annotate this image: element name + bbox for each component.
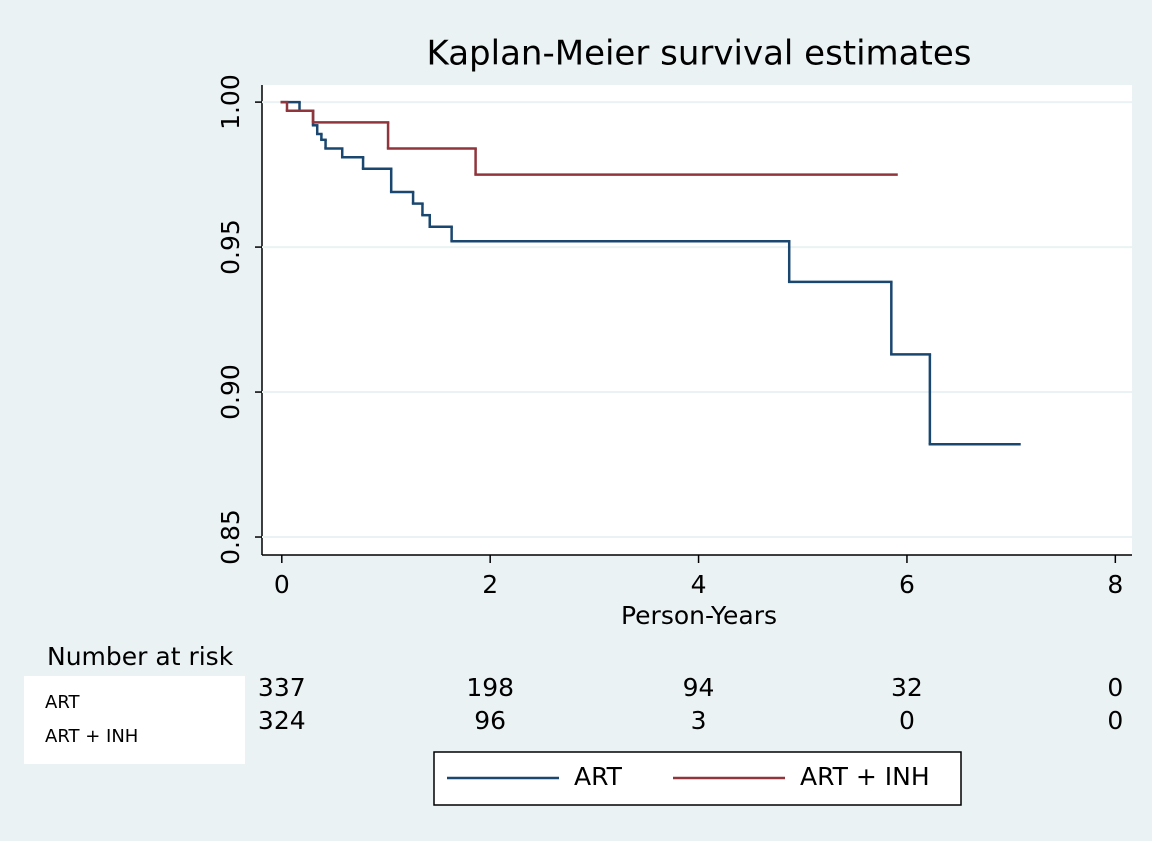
- y-tick-label: 1.00: [216, 74, 245, 130]
- risk-row-label: ART: [45, 692, 81, 713]
- x-axis-title: Person-Years: [621, 601, 777, 630]
- plot-area: [262, 85, 1132, 555]
- chart-title: Kaplan-Meier survival estimates: [427, 34, 972, 74]
- risk-table-labels-box: [24, 676, 245, 764]
- risk-count: 0: [1107, 706, 1123, 735]
- legend-label: ART + INH: [800, 762, 930, 791]
- x-tick-label: 4: [691, 570, 707, 599]
- risk-count: 198: [466, 673, 514, 702]
- risk-row-label: ART + INH: [45, 726, 138, 747]
- risk-count: 3: [691, 706, 707, 735]
- legend-label: ART: [574, 762, 623, 791]
- x-tick-label: 0: [274, 570, 290, 599]
- risk-count: 0: [1107, 673, 1123, 702]
- risk-count: 32: [891, 673, 923, 702]
- risk-count: 0: [899, 706, 915, 735]
- y-tick-label: 0.90: [216, 364, 245, 420]
- risk-table-title: Number at risk: [47, 642, 234, 671]
- x-tick-label: 6: [899, 570, 915, 599]
- risk-count: 94: [683, 673, 715, 702]
- y-tick-label: 0.85: [216, 509, 245, 565]
- x-tick-label: 2: [482, 570, 498, 599]
- risk-count: 337: [258, 673, 306, 702]
- y-tick-label: 0.95: [216, 219, 245, 275]
- risk-count: 96: [474, 706, 506, 735]
- x-tick-label: 8: [1107, 570, 1123, 599]
- risk-count: 324: [258, 706, 306, 735]
